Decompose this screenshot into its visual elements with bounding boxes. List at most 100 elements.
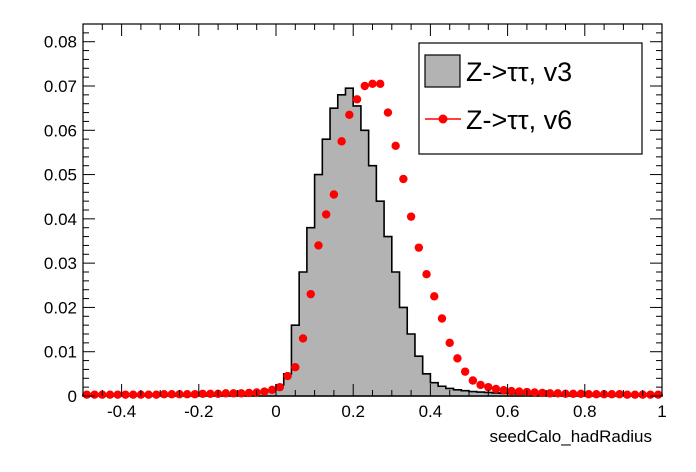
y-tick-label: 0.01	[44, 343, 77, 362]
data-point	[584, 390, 593, 399]
data-point	[615, 390, 624, 399]
data-point	[190, 390, 200, 399]
point-marker	[630, 390, 640, 399]
data-point	[491, 384, 501, 394]
point-marker	[144, 390, 153, 399]
data-point	[538, 388, 547, 398]
data-point	[260, 387, 269, 396]
data-point	[105, 390, 115, 399]
point-marker	[592, 390, 601, 399]
point-marker	[183, 390, 192, 399]
point-marker	[422, 270, 431, 279]
point-marker	[275, 382, 285, 392]
point-marker	[538, 388, 547, 398]
legend-entry-v6: Z->ττ, v6	[466, 105, 572, 135]
point-marker	[345, 110, 354, 119]
point-marker	[399, 174, 408, 184]
point-marker	[484, 382, 493, 392]
x-axis-label: seedCalo_hadRadius	[489, 427, 652, 446]
point-marker	[244, 388, 254, 398]
point-marker	[530, 388, 539, 397]
point-marker	[167, 390, 176, 399]
point-marker	[360, 81, 369, 91]
data-point	[306, 289, 315, 299]
point-marker	[569, 389, 578, 398]
data-point	[237, 389, 246, 398]
data-point	[499, 386, 508, 395]
point-marker	[376, 79, 385, 88]
point-marker	[414, 243, 424, 252]
y-tick-label: 0.07	[44, 77, 77, 96]
x-tick-label: 1	[657, 402, 666, 421]
point-marker	[190, 390, 200, 399]
data-point	[90, 390, 99, 399]
x-tick-label: 0.2	[341, 402, 365, 421]
data-point	[576, 389, 586, 398]
data-point	[468, 376, 478, 385]
point-marker	[514, 387, 524, 396]
data-point	[144, 390, 153, 399]
data-point	[630, 390, 640, 399]
data-point	[607, 390, 617, 399]
tick-labels: -0.4 -0.2 0 0.2 0.4 0.6 0.8 1 0 0.01 0.02 0.03 0.04 0…	[44, 33, 667, 421]
x-tick-label: 0.6	[496, 402, 520, 421]
point-marker	[437, 314, 447, 323]
y-tick-label: 0.02	[44, 298, 77, 317]
data-point	[298, 334, 308, 343]
point-marker	[260, 387, 269, 396]
data-point	[345, 110, 354, 119]
data-point	[646, 390, 655, 399]
point-marker	[267, 385, 277, 394]
data-point	[476, 380, 485, 390]
marker-layer	[82, 79, 663, 399]
data-point	[592, 390, 601, 399]
point-marker	[90, 390, 99, 399]
data-point	[267, 385, 277, 394]
point-marker	[646, 390, 655, 399]
data-point	[399, 174, 408, 184]
y-tick-label: 0.05	[44, 166, 77, 185]
data-point	[360, 81, 369, 91]
axes-layer	[82, 23, 663, 397]
point-marker	[329, 190, 339, 199]
data-point	[314, 241, 323, 250]
data-point	[530, 388, 539, 397]
data-point	[291, 363, 300, 372]
data-point	[553, 389, 562, 398]
data-point	[445, 338, 454, 348]
point-marker	[198, 389, 207, 398]
point-marker	[607, 390, 617, 399]
data-point	[113, 390, 122, 399]
data-point	[337, 137, 346, 146]
point-marker	[237, 389, 246, 398]
data-point	[653, 390, 663, 399]
point-marker	[623, 390, 632, 399]
data-point	[229, 389, 238, 398]
point-marker	[306, 289, 315, 299]
point-marker	[221, 389, 231, 398]
point-marker	[314, 241, 323, 250]
point-marker	[229, 389, 238, 398]
data-point	[623, 390, 632, 399]
data-point	[128, 390, 138, 399]
point-marker	[82, 390, 92, 399]
x-tick-label: -0.2	[184, 402, 213, 421]
point-marker	[445, 338, 454, 348]
data-point	[545, 389, 555, 398]
legend: Z->ττ, v3 Z->ττ, v6	[418, 42, 643, 155]
data-point	[121, 390, 130, 399]
y-tick-label: 0.03	[44, 254, 77, 273]
data-point	[352, 95, 362, 104]
data-point	[507, 386, 516, 396]
data-point	[167, 390, 176, 399]
data-point	[391, 141, 400, 150]
data-point	[221, 389, 231, 398]
data-point	[206, 389, 215, 398]
data-point	[183, 390, 192, 399]
point-marker	[206, 389, 215, 398]
data-point	[414, 243, 424, 252]
data-point	[376, 79, 385, 88]
y-tick-label: 0.04	[44, 210, 77, 229]
point-marker	[283, 371, 292, 381]
data-point	[437, 314, 447, 323]
